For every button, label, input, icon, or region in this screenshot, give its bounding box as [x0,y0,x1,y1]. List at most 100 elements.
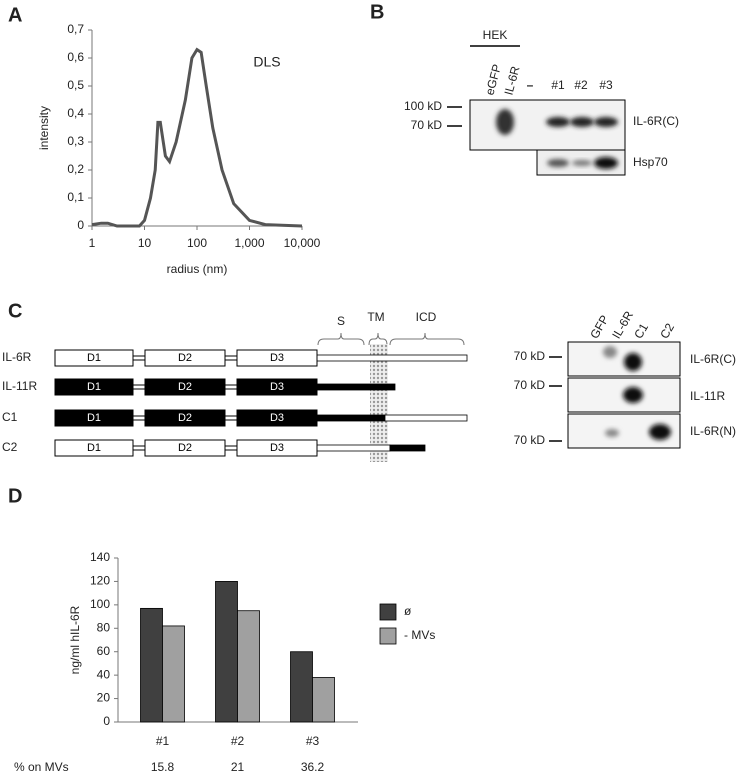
lane-label: GFP [587,313,611,341]
domain-label: D2 [178,442,192,454]
tail [316,414,386,422]
blot-frame [567,341,681,377]
bar [290,651,313,723]
legend-label: ø [404,604,412,618]
y-tick-label: 100 [90,597,110,611]
x-tick-label: #3 [306,734,320,748]
panel-label: D [8,485,22,507]
row-value: 36.2 [301,760,325,774]
x-tick-label: 10,000 [284,236,321,250]
y-tick-label: 80 [97,620,111,634]
band [624,353,642,371]
marker-label: 70 kD [514,378,546,392]
bar [215,581,238,723]
domain [144,409,226,427]
y-tick-label: 140 [90,550,110,564]
y-tick-label: 0,2 [67,162,84,176]
domain-label: D3 [270,412,284,424]
domain [236,409,318,427]
region-label: S [337,314,345,328]
domain-label: D1 [87,442,101,454]
brace [389,332,465,346]
band [572,160,592,166]
lane-label: C2 [657,321,677,342]
domain [236,349,318,367]
domain-label: D1 [87,381,101,393]
domain [54,349,134,367]
y-tick-label: 0,1 [67,190,84,204]
construct-label: C1 [2,410,18,424]
y-tick-label: 0,5 [67,78,84,92]
y-axis-label: ng/ml hIL-6R [68,605,82,674]
band [649,424,671,440]
y-tick-label: 0,4 [67,106,84,120]
bar [162,625,185,723]
x-tick-label: 100 [187,236,207,250]
tail [316,383,396,391]
lane-label: – [527,78,534,92]
tail [316,444,391,452]
y-tick-label: 40 [97,667,111,681]
y-tick-label: 60 [97,644,111,658]
band [603,346,617,358]
domain [144,378,226,396]
domain-label: D3 [270,381,284,393]
y-axis-label: intensity [37,106,51,150]
x-tick-label: 10 [138,236,152,250]
row-label: % on MVs [14,760,69,774]
panel-label: A [8,4,22,26]
region-label: TM [367,310,384,324]
construct-label: C2 [2,440,18,454]
x-tick-label: #2 [231,734,245,748]
row-label: Hsp70 [633,155,668,169]
marker-label: 70 kD [514,349,546,363]
panel-label: B [370,1,384,23]
domain-label: D2 [178,381,192,393]
marker-label: 70 kD [514,433,546,447]
data-line [91,47,303,228]
domain-label: D3 [270,352,284,364]
band [570,117,594,127]
domain-label: D2 [178,352,192,364]
domain-label: D1 [87,352,101,364]
y-tick-label: 0,7 [67,22,84,36]
lane-label: IL-6R [609,308,636,341]
tm-region [370,344,388,462]
domain [144,349,226,367]
x-tick-label: 1,000 [234,236,264,250]
band [605,429,619,437]
band [594,117,618,127]
domain [236,378,318,396]
domain [54,439,134,457]
bar [237,610,260,723]
marker-label: 100 kD [404,99,442,113]
domain-label: D1 [87,412,101,424]
y-tick-label: 0 [103,714,110,728]
x-tick-label: #1 [156,734,170,748]
row-value: 21 [231,760,245,774]
lane-label: #3 [599,78,613,92]
row-label: IL-6R(C) [690,352,736,366]
legend-swatch [379,627,397,645]
row-label: IL-6R(C) [633,114,679,128]
tail [316,354,468,362]
tail [389,444,426,452]
panel-label: C [8,300,22,322]
lane-label: C1 [631,321,651,342]
domain [54,378,134,396]
x-axis-label: radius (nm) [167,262,228,276]
band [546,117,570,127]
bar [140,607,163,723]
lane-label: #2 [574,78,588,92]
diagram-c: S TM ICD IL-6R D1 D2 D3 IL-11R D1 D2 D3 C1 D1 D2 D3… [2,310,468,462]
blot-b: HEK eGFP IL-6R – #1 #2 #3 100 kD 70 kD I… [404,28,679,176]
domain [54,409,134,427]
region-label: ICD [416,310,437,324]
y-tick-label: 0,3 [67,134,84,148]
lane-label: #1 [551,78,565,92]
domain-label: D3 [270,442,284,454]
band [547,159,569,167]
legend-swatch [379,603,397,621]
y-tick-label: 120 [90,574,110,588]
